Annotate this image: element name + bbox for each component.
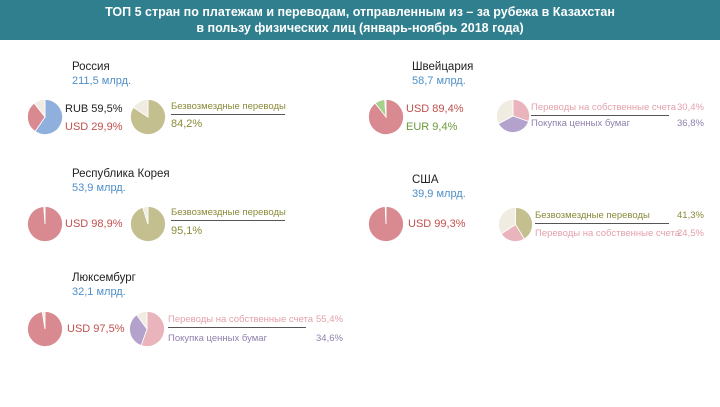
lux-currency-slice-1 (41, 311, 46, 330)
pct-luxembourg-securities: 34,6% (316, 333, 343, 344)
label-usa-usd: USD 99,3% (408, 218, 466, 230)
pie-russia-currency (27, 99, 63, 135)
title-line-1: ТОП 5 стран по платежам и переводам, отп… (105, 5, 615, 19)
label-switzerland-eur: EUR 9,4% (406, 121, 458, 133)
label-switzerland-own: Переводы на собственные счета (531, 102, 677, 113)
russia-currency-slice-0 (34, 99, 63, 135)
underline-luxembourg (168, 327, 306, 328)
label-switzerland-usd: USD 89,4% (406, 103, 464, 115)
pie-switzerland-purpose (496, 99, 530, 133)
underline-usa (535, 223, 669, 224)
pie-switzerland-currency (368, 99, 404, 135)
country-name-korea: Республика Корея (72, 168, 170, 180)
pie-luxembourg-currency (27, 311, 63, 347)
amount-switzerland: 58,7 млрд. (412, 75, 466, 87)
russia-purpose-slice-1 (132, 99, 149, 118)
amount-russia: 211,5 млрд. (72, 75, 132, 87)
pct-russia-gift: 84,2% (171, 118, 203, 130)
label-switzerland-securities: Покупка ценных бумаг (531, 118, 631, 129)
country-name-switzerland: Швейцария (412, 61, 474, 73)
label-luxembourg-securities: Покупка ценных бумаг (168, 333, 268, 344)
pie-korea-purpose (130, 206, 166, 242)
country-name-russia: Россия (72, 61, 110, 73)
label-russia-usd: USD 29,9% (65, 121, 123, 133)
korea-currency-slice-1 (43, 206, 46, 225)
pct-korea-gift: 95,1% (171, 225, 203, 237)
pct-switzerland-own: 30,4% (677, 102, 704, 113)
swiss-purpose-slice-0 (512, 99, 530, 123)
russia-currency-slice-1 (27, 102, 46, 133)
russia-currency-slice-2 (33, 99, 46, 119)
label-usa-gift: Безвозмездные переводы (535, 210, 650, 221)
country-name-usa: США (412, 174, 439, 186)
pct-usa-gift: 41,3% (677, 210, 704, 221)
korea-purpose-slice-1 (142, 206, 149, 225)
label-luxembourg-usd: USD 97,5% (67, 323, 125, 335)
amount-luxembourg: 32,1 млрд. (72, 286, 126, 298)
label-russia-gift: Безвозмездные переводы (171, 101, 286, 112)
amount-usa: 39,9 млрд. (412, 188, 466, 200)
pct-usa-own: 24,5% (677, 228, 704, 239)
usa-purpose-slice-2 (498, 207, 516, 235)
page-header: ТОП 5 стран по платежам и переводам, отп… (0, 0, 720, 40)
pie-usa-purpose (498, 207, 533, 242)
pie-luxembourg-purpose (129, 311, 165, 347)
underline-russia (171, 114, 285, 115)
label-usa-own: Переводы на собственные счета (535, 228, 681, 239)
country-name-luxembourg: Люксембург (72, 272, 136, 284)
lux-purpose-slice-1 (129, 314, 148, 347)
pie-russia-purpose (130, 99, 166, 135)
swiss-purpose-slice-2 (496, 99, 514, 125)
amount-korea: 53,9 млрд. (72, 182, 126, 194)
label-korea-usd: USD 98,9% (65, 218, 123, 230)
pie-usa-currency (368, 206, 404, 242)
usa-currency-slice-1 (384, 206, 387, 225)
underline-korea (171, 220, 285, 221)
pct-switzerland-securities: 36,8% (677, 118, 704, 129)
title-line-2: в пользу физических лиц (январь-ноябрь 2… (196, 21, 524, 35)
label-russia-rub: RUB 59,5% (65, 103, 123, 115)
label-korea-gift: Безвозмездные переводы (171, 207, 286, 218)
swiss-currency-slice-2 (384, 99, 387, 118)
pie-korea-currency (27, 206, 63, 242)
label-luxembourg-own: Переводы на собственные счета (168, 314, 314, 325)
underline-switzerland (531, 115, 669, 116)
lux-purpose-slice-2 (136, 311, 148, 331)
pct-luxembourg-own: 55,4% (316, 314, 343, 325)
